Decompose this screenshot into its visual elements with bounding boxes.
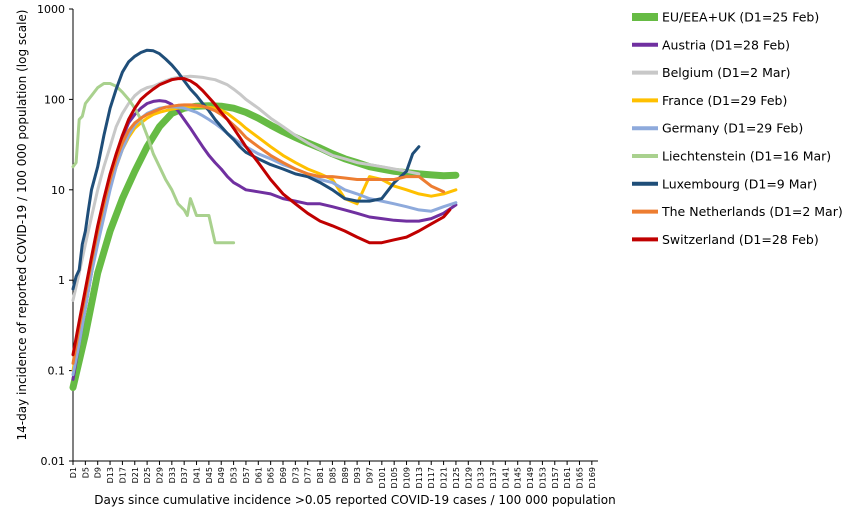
series-lines [69, 48, 460, 391]
x-tick-label: D9 [94, 467, 103, 478]
legend-label-6: Luxembourg (D1=9 Mar) [662, 176, 817, 191]
x-tick-label: D61 [254, 467, 263, 483]
x-tick-label: D21 [131, 467, 140, 483]
x-tick-label: D117 [427, 467, 436, 488]
x-tick-label: D105 [390, 467, 399, 488]
x-tick-label: D25 [143, 467, 152, 483]
x-tick-label: D37 [180, 467, 189, 483]
series-line-6 [71, 48, 421, 291]
x-tick-label: D113 [415, 467, 424, 488]
x-tick-label: D125 [452, 467, 461, 488]
x-tick-label: D133 [477, 467, 486, 488]
x-tick-label: D65 [267, 467, 276, 483]
y-tick-label: 100 [44, 93, 65, 106]
legend-label-1: Austria (D1=28 Feb) [662, 37, 790, 52]
x-tick-label: D137 [489, 467, 498, 488]
x-tick-label: D81 [316, 467, 325, 483]
x-tick-label: D73 [291, 467, 300, 483]
x-tick-label: D57 [242, 467, 251, 483]
legend-label-4: Germany (D1=29 Feb) [662, 121, 803, 136]
x-tick-label: D97 [365, 467, 374, 483]
x-tick-label: D93 [353, 467, 362, 483]
y-axis-ticks: 0.01 0.1 1 10 100 1000 [37, 3, 73, 468]
x-tick-label: D85 [328, 467, 337, 483]
series-line-2 [71, 74, 421, 302]
x-tick-label: D45 [205, 467, 214, 483]
x-tick-label: D145 [514, 467, 523, 488]
x-tick-label: D157 [551, 467, 560, 488]
x-tick-label: D1 [69, 467, 78, 478]
y-tick-label: 1 [58, 274, 65, 287]
y-tick-label: 1000 [37, 3, 65, 16]
series-line-0 [69, 102, 460, 391]
y-tick-label: 10 [51, 184, 65, 197]
legend-label-3: France (D1=29 Feb) [662, 93, 787, 108]
series-line-4 [71, 105, 458, 377]
x-tick-label: D153 [538, 467, 547, 488]
x-tick-label: D41 [193, 467, 202, 483]
axes [72, 9, 598, 462]
y-axis-title: 14-day incidence of reported COVID-19 / … [15, 10, 29, 441]
x-tick-label: D53 [230, 467, 239, 483]
legend-label-0: EU/EEA+UK (D1=25 Feb) [662, 10, 819, 25]
x-tick-label: D109 [403, 467, 412, 488]
series-line-7 [71, 103, 446, 365]
x-axis-ticks: D1 D5 D9 D13 D17 D21 D25 D29 D33 D37 D41 D45 D49 D53 D… [69, 461, 597, 488]
x-tick-label: D77 [304, 467, 313, 483]
x-tick-label: D5 [81, 467, 90, 478]
legend-label-2: Belgium (D1=2 Mar) [662, 65, 791, 80]
x-tick-label: D101 [378, 467, 387, 488]
x-tick-label: D13 [106, 467, 115, 483]
x-tick-label: D121 [440, 467, 449, 488]
x-axis-title: Days since cumulative incidence >0.05 re… [94, 493, 615, 507]
x-tick-label: D149 [526, 467, 535, 488]
x-tick-label: D49 [217, 467, 226, 483]
x-tick-label: D129 [464, 467, 473, 488]
series-line-5 [71, 82, 236, 245]
legend-label-8: Switzerland (D1=28 Feb) [662, 232, 819, 247]
y-tick-label: 0.01 [41, 455, 66, 468]
x-tick-label: D89 [341, 467, 350, 483]
x-tick-label: D17 [118, 467, 127, 483]
y-tick-label: 0.1 [48, 365, 66, 378]
x-tick-label: D33 [168, 467, 177, 483]
x-tick-label: D161 [563, 467, 572, 488]
x-tick-label: D29 [155, 467, 164, 483]
x-tick-label: D141 [501, 467, 510, 488]
series-line-8 [71, 77, 452, 357]
x-tick-label: D169 [588, 467, 597, 488]
legend-label-5: Liechtenstein (D1=16 Mar) [662, 149, 831, 164]
legend-label-7: The Netherlands (D1=2 Mar) [661, 204, 843, 219]
x-tick-label: D69 [279, 467, 288, 483]
x-tick-label: D165 [575, 467, 584, 488]
legend: EU/EEA+UK (D1=25 Feb) Austria (D1=28 Feb)… [632, 10, 843, 247]
